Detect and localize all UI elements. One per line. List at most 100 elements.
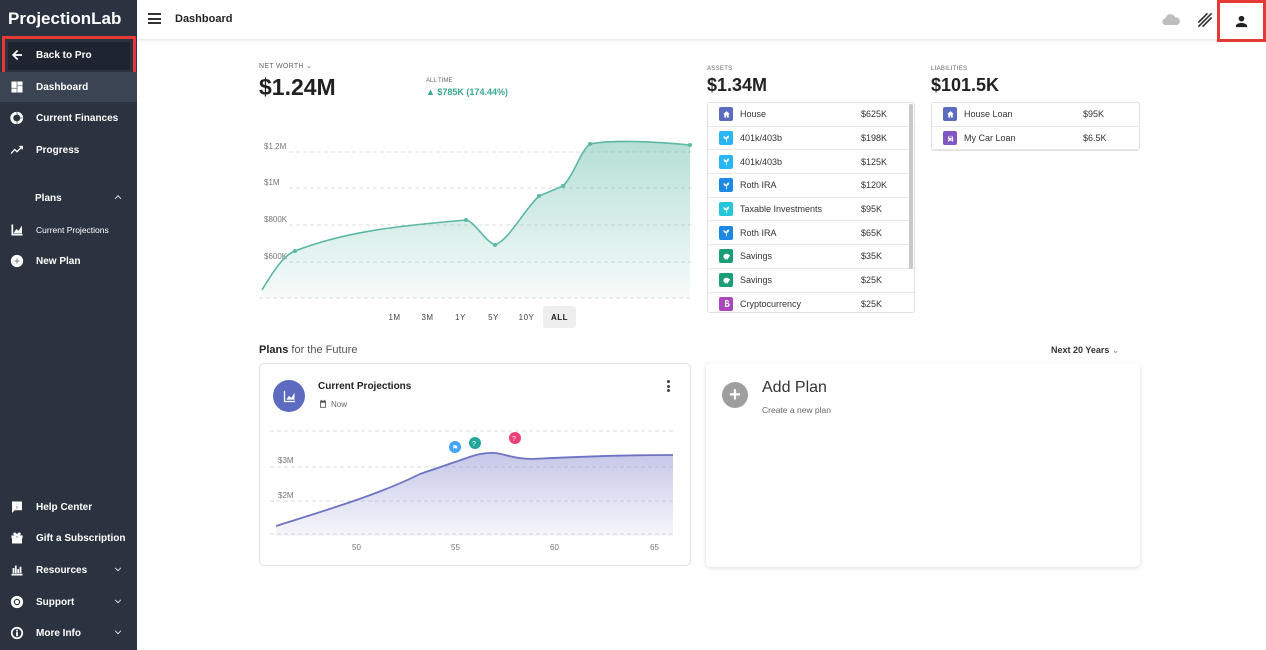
item-amount: $198K <box>861 133 888 144</box>
sidebar-item-resources[interactable]: Resources <box>0 555 137 585</box>
net-worth-label[interactable]: NET WORTH ⌄ <box>259 63 313 70</box>
add-plan-title: Add Plan <box>762 379 827 396</box>
alltime-change: ▲ $785K (174.44%) <box>426 87 508 97</box>
page-title: Dashboard <box>175 13 233 25</box>
svg-text:?: ? <box>512 436 516 443</box>
assets-list: House $625K 401k/403b $198K 401k/403b $125K Ro… <box>707 102 915 313</box>
magic-wand-icon[interactable] <box>1195 10 1215 30</box>
sidebar-item-label: Progress <box>36 144 80 156</box>
car-icon <box>943 131 957 146</box>
area-chart-icon <box>283 390 295 402</box>
area-chart-icon <box>10 223 24 237</box>
assets-scrollbar[interactable] <box>909 104 913 269</box>
piggy-icon <box>719 273 733 288</box>
item-amount: $120K <box>861 180 888 191</box>
x-tick: 60 <box>550 543 559 552</box>
sidebar-item-current-finances[interactable]: Current Finances <box>0 103 137 133</box>
range-10y[interactable]: 10Y <box>518 312 535 322</box>
milestone-marker[interactable] <box>469 437 481 449</box>
range-5y[interactable]: 5Y <box>488 312 499 322</box>
sidebar-item-support[interactable]: Support <box>0 587 137 617</box>
list-item[interactable]: Roth IRA $65K <box>708 221 914 246</box>
sidebar-item-label: New Plan <box>36 255 81 267</box>
liabilities-value: $101.5K <box>931 75 1000 95</box>
range-all[interactable]: ALL <box>543 306 576 328</box>
range-selector: 1M 3M 1Y 5Y 10Y ALL <box>378 306 576 328</box>
plan-card[interactable]: Current Projections Now $3M $2M ⚑ ? ? 50… <box>259 363 691 566</box>
menu-icon[interactable] <box>148 13 161 24</box>
list-item[interactable]: Savings $25K <box>708 269 914 293</box>
sidebar-item-current-projections[interactable]: Current Projections <box>0 215 137 245</box>
cloud-icon[interactable] <box>1161 10 1181 30</box>
item-amount: $125K <box>861 156 888 167</box>
plant-icon <box>719 154 733 169</box>
sidebar-item-new-plan[interactable]: New Plan <box>0 246 137 276</box>
house-icon <box>943 107 957 122</box>
sidebar-item-label: Dashboard <box>36 81 89 93</box>
svg-text:?: ? <box>472 441 476 448</box>
assets-value: $1.34M <box>707 75 768 95</box>
y-tick: $2M <box>278 491 294 500</box>
user-icon <box>1235 15 1248 28</box>
chevron-down-icon <box>113 596 123 609</box>
chevron-down-icon <box>113 627 123 640</box>
sidebar-item-gift[interactable]: Gift a Subscription <box>0 523 137 553</box>
range-1m[interactable]: 1M <box>388 312 401 322</box>
item-name: Roth IRA <box>740 180 777 191</box>
list-item[interactable]: Savings $35K <box>708 245 914 269</box>
sidebar-plans-header[interactable]: Plans <box>0 183 137 213</box>
sidebar-item-label: Resources <box>36 564 88 576</box>
list-item[interactable]: Cryptocurrency $25K <box>708 293 914 313</box>
item-amount: $25K <box>861 275 883 286</box>
item-name: House <box>740 109 767 120</box>
horizon-dropdown[interactable]: Next 20 Years ⌄ <box>1051 345 1120 355</box>
list-item[interactable]: 401k/403b $198K <box>708 127 914 151</box>
y-tick: $3M <box>278 456 294 465</box>
arrow-left-icon <box>10 48 24 62</box>
item-name: 401k/403b <box>740 133 783 144</box>
list-item[interactable]: My Car Loan $6.5K <box>932 127 1139 150</box>
event-marker[interactable] <box>509 432 521 444</box>
add-plan-card[interactable]: + Add Plan Create a new plan <box>706 363 1140 567</box>
sidebar-item-help-center[interactable]: Help Center <box>0 492 137 522</box>
trend-icon <box>10 143 24 157</box>
list-item[interactable]: Taxable Investments $95K <box>708 198 914 222</box>
list-item[interactable]: House Loan $95K <box>932 103 1139 127</box>
x-tick: 55 <box>451 543 460 552</box>
sidebar-item-more-info[interactable]: More Info <box>0 618 137 648</box>
gift-icon <box>10 531 24 545</box>
item-name: My Car Loan <box>964 133 1016 144</box>
list-item[interactable]: Roth IRA $120K <box>708 174 914 198</box>
item-name: House Loan <box>964 109 1013 120</box>
sidebar-item-dashboard[interactable]: Dashboard <box>0 72 137 102</box>
range-3m[interactable]: 3M <box>421 312 434 322</box>
sidebar-item-label: Gift a Subscription <box>36 532 126 544</box>
x-tick: 50 <box>352 543 361 552</box>
add-plan-subtitle: Create a new plan <box>762 405 831 415</box>
sidebar-item-label: More Info <box>36 627 81 639</box>
flag-marker[interactable] <box>449 441 461 453</box>
bitcoin-icon <box>719 296 733 311</box>
list-item[interactable]: 401k/403b $125K <box>708 150 914 175</box>
back-to-pro-bg <box>8 42 130 70</box>
back-to-pro-label: Back to Pro <box>36 49 92 61</box>
plan-name: Current Projections <box>318 381 412 392</box>
help-icon <box>10 500 24 514</box>
more-vert-icon[interactable] <box>665 380 671 394</box>
item-name: Cryptocurrency <box>740 298 802 309</box>
top-bar: Dashboard <box>137 0 1266 42</box>
assets-label: ASSETS <box>707 66 733 72</box>
account-button[interactable] <box>1217 0 1266 42</box>
range-1y[interactable]: 1Y <box>455 312 466 322</box>
item-name: Roth IRA <box>740 227 777 238</box>
item-name: 401k/403b <box>740 156 783 167</box>
sidebar-item-label: Help Center <box>36 501 93 513</box>
plus-icon: + <box>722 382 748 408</box>
sidebar-item-progress[interactable]: Progress <box>0 135 137 165</box>
back-to-pro-button[interactable]: Back to Pro <box>0 40 137 70</box>
list-item[interactable]: House $625K <box>708 103 914 127</box>
info-icon <box>10 626 24 640</box>
piggy-icon <box>719 249 733 264</box>
alltime-label: ALL TIME <box>426 78 453 84</box>
liabilities-label: LIABILITIES <box>931 66 968 72</box>
